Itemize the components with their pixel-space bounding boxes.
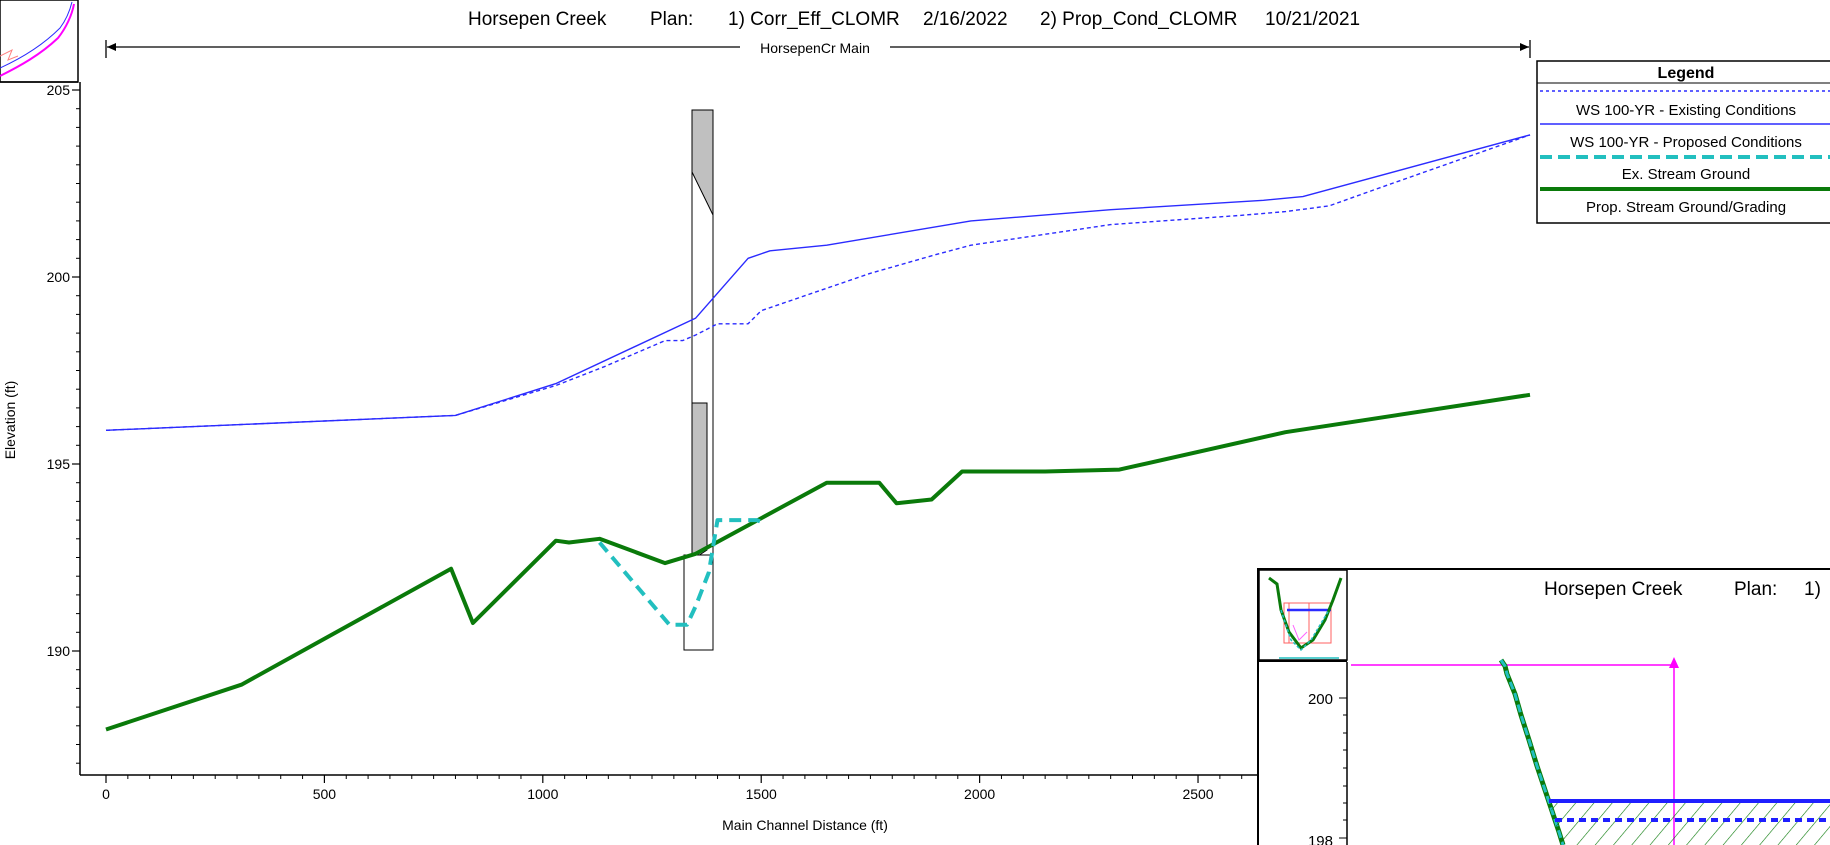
svg-text:WS 100-YR - Existing Conditio: WS 100-YR - Existing Conditions <box>1576 102 1796 119</box>
x-tick-label: 1500 <box>746 786 777 802</box>
cross-section-window[interactable]: Horsepen Creek Plan: 1) 200 198 <box>1257 568 1830 845</box>
cross-section-plot: Horsepen Creek Plan: 1) 200 198 <box>1259 570 1830 845</box>
title-plan2: 2) Prop_Cond_CLOMR <box>1040 9 1237 30</box>
inset-bank-marker <box>1669 657 1679 668</box>
svg-text:WS 100-YR - Proposed Conditio: WS 100-YR - Proposed Conditions <box>1570 134 1802 151</box>
x-ticks: 0 500 1000 1500 2000 2500 <box>102 775 1214 802</box>
legend: Legend WS 100-YR - Existing Conditions W… <box>1536 60 1830 224</box>
legend-item-ws-existing: WS 100-YR - Existing Conditions <box>1540 90 1830 119</box>
legend-item-ws-proposed: WS 100-YR - Proposed Conditions <box>1540 123 1830 151</box>
y-ticks: 190 195 200 205 <box>47 82 80 659</box>
bridge-structure <box>683 109 714 651</box>
x-tick-label: 2500 <box>1182 786 1213 802</box>
minor-ticks <box>76 108 1265 779</box>
thumbnail-detail <box>0 48 19 61</box>
legend-title: Legend <box>1658 65 1715 82</box>
title-plan1-date: 2/16/2022 <box>923 9 1008 30</box>
y-tick-label: 190 <box>47 643 71 659</box>
title-plan2-date: 10/21/2021 <box>1265 9 1360 30</box>
series-layer <box>105 134 1531 732</box>
thumbnail-ws-existing <box>0 1 73 69</box>
inset-y-tick-200: 200 <box>1308 691 1333 708</box>
series-line-2 <box>598 518 767 627</box>
y-tick-label: 195 <box>47 456 71 472</box>
inset-plan-label: Plan: <box>1734 579 1777 600</box>
y-axis-label: Elevation (ft) <box>2 381 18 460</box>
series-line-1 <box>105 134 1531 431</box>
title-river: Horsepen Creek <box>468 9 607 30</box>
x-axis-label: Main Channel Distance (ft) <box>722 817 888 833</box>
svg-text:Prop. Stream Ground/Grading: Prop. Stream Ground/Grading <box>1586 199 1786 216</box>
title-plan-label: Plan: <box>650 9 693 30</box>
legend-item-prop-stream-ground: Prop. Stream Ground/Grading <box>1540 187 1830 216</box>
series-line-0 <box>105 134 1531 431</box>
x-tick-label: 1000 <box>527 786 558 802</box>
inset-y-ticks <box>1339 697 1347 839</box>
x-tick-label: 2000 <box>964 786 995 802</box>
inset-plan-partial: 1) <box>1804 579 1821 600</box>
reach-arrow: HorsepenCr Main <box>105 40 1531 58</box>
title-plan1: 1) Corr_Eff_CLOMR <box>728 9 900 30</box>
y-tick-label: 205 <box>47 82 71 98</box>
y-tick-label: 200 <box>47 269 71 285</box>
series-line-3 <box>105 392 1531 732</box>
inset-water-hatch <box>1549 801 1830 845</box>
x-tick-label: 500 <box>313 786 337 802</box>
thumbnail-ws-line <box>0 3 75 77</box>
reach-label: HorsepenCr Main <box>760 40 870 56</box>
cross-section-thumbnail[interactable] <box>1259 570 1348 662</box>
x-tick-label: 0 <box>102 786 110 802</box>
inset-title-river: Horsepen Creek <box>1544 579 1683 600</box>
overview-thumbnail[interactable] <box>0 0 79 83</box>
svg-text:Ex. Stream Ground: Ex. Stream Ground <box>1622 166 1750 183</box>
legend-item-ex-stream-ground: Ex. Stream Ground <box>1540 155 1830 183</box>
